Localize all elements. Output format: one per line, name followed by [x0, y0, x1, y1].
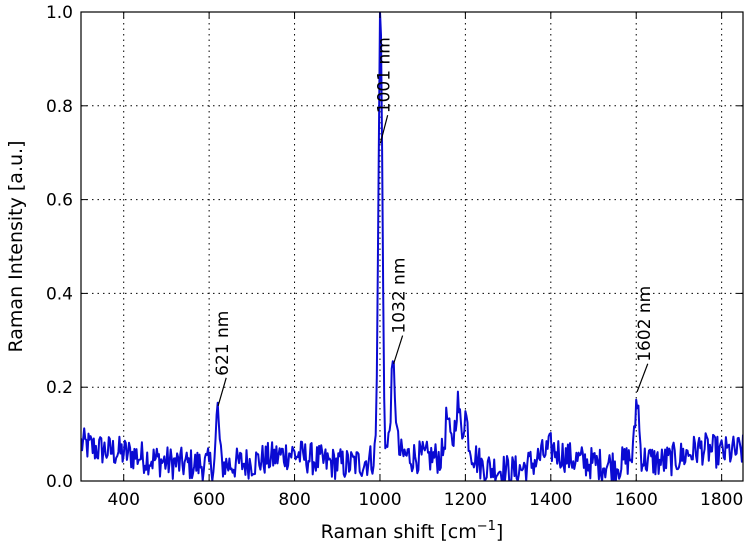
y-tick-label: 0.6: [46, 191, 73, 211]
annotation-pointer: [379, 115, 389, 144]
x-tick-label: 400: [107, 490, 139, 510]
x-tick-label: 800: [278, 490, 310, 510]
annotation-label: 621 nm: [213, 311, 233, 376]
x-axis-label-superscript: −1: [477, 519, 496, 534]
x-tick-label: 1800: [700, 490, 743, 510]
y-tick-label: 0.8: [46, 97, 73, 117]
axis-ticks: 400 600 800 1000 1200 1400 1600 1800 0.0 0.2 0.4 0.…: [46, 3, 743, 510]
annotation-pointer: [393, 335, 404, 364]
annotation-pointer: [636, 363, 649, 393]
x-tick-label: 1000: [358, 490, 401, 510]
annotation-label: 1001 nm: [375, 37, 395, 113]
peak-annotations: 621 nm 1001 nm 1032 nm 1602 nm: [213, 37, 655, 407]
x-axis-label: Raman shift [cm−1]: [321, 519, 504, 543]
annotation-label: 1032 nm: [390, 258, 410, 334]
y-tick-label: 1.0: [46, 3, 73, 23]
y-tick-label: 0.4: [46, 284, 73, 304]
x-tick-label: 1200: [444, 490, 487, 510]
x-axis-label-end: ]: [496, 521, 503, 543]
annotation-label: 1602 nm: [635, 286, 655, 362]
y-tick-label: 0.0: [46, 472, 73, 492]
plot-frame: [80, 11, 744, 482]
y-tick-label: 0.2: [46, 378, 73, 398]
series-layer: [81, 12, 743, 481]
y-axis-label: Raman Intensity [a.u.]: [5, 141, 27, 353]
x-tick-label: 1600: [615, 490, 658, 510]
annotation-pointer: [217, 377, 227, 407]
x-axis-label-main: Raman shift [cm: [321, 521, 477, 543]
raman-spectrum-line: [81, 12, 743, 481]
x-tick-label: 600: [193, 490, 225, 510]
x-tick-label: 1400: [529, 490, 572, 510]
grid: [81, 12, 743, 481]
